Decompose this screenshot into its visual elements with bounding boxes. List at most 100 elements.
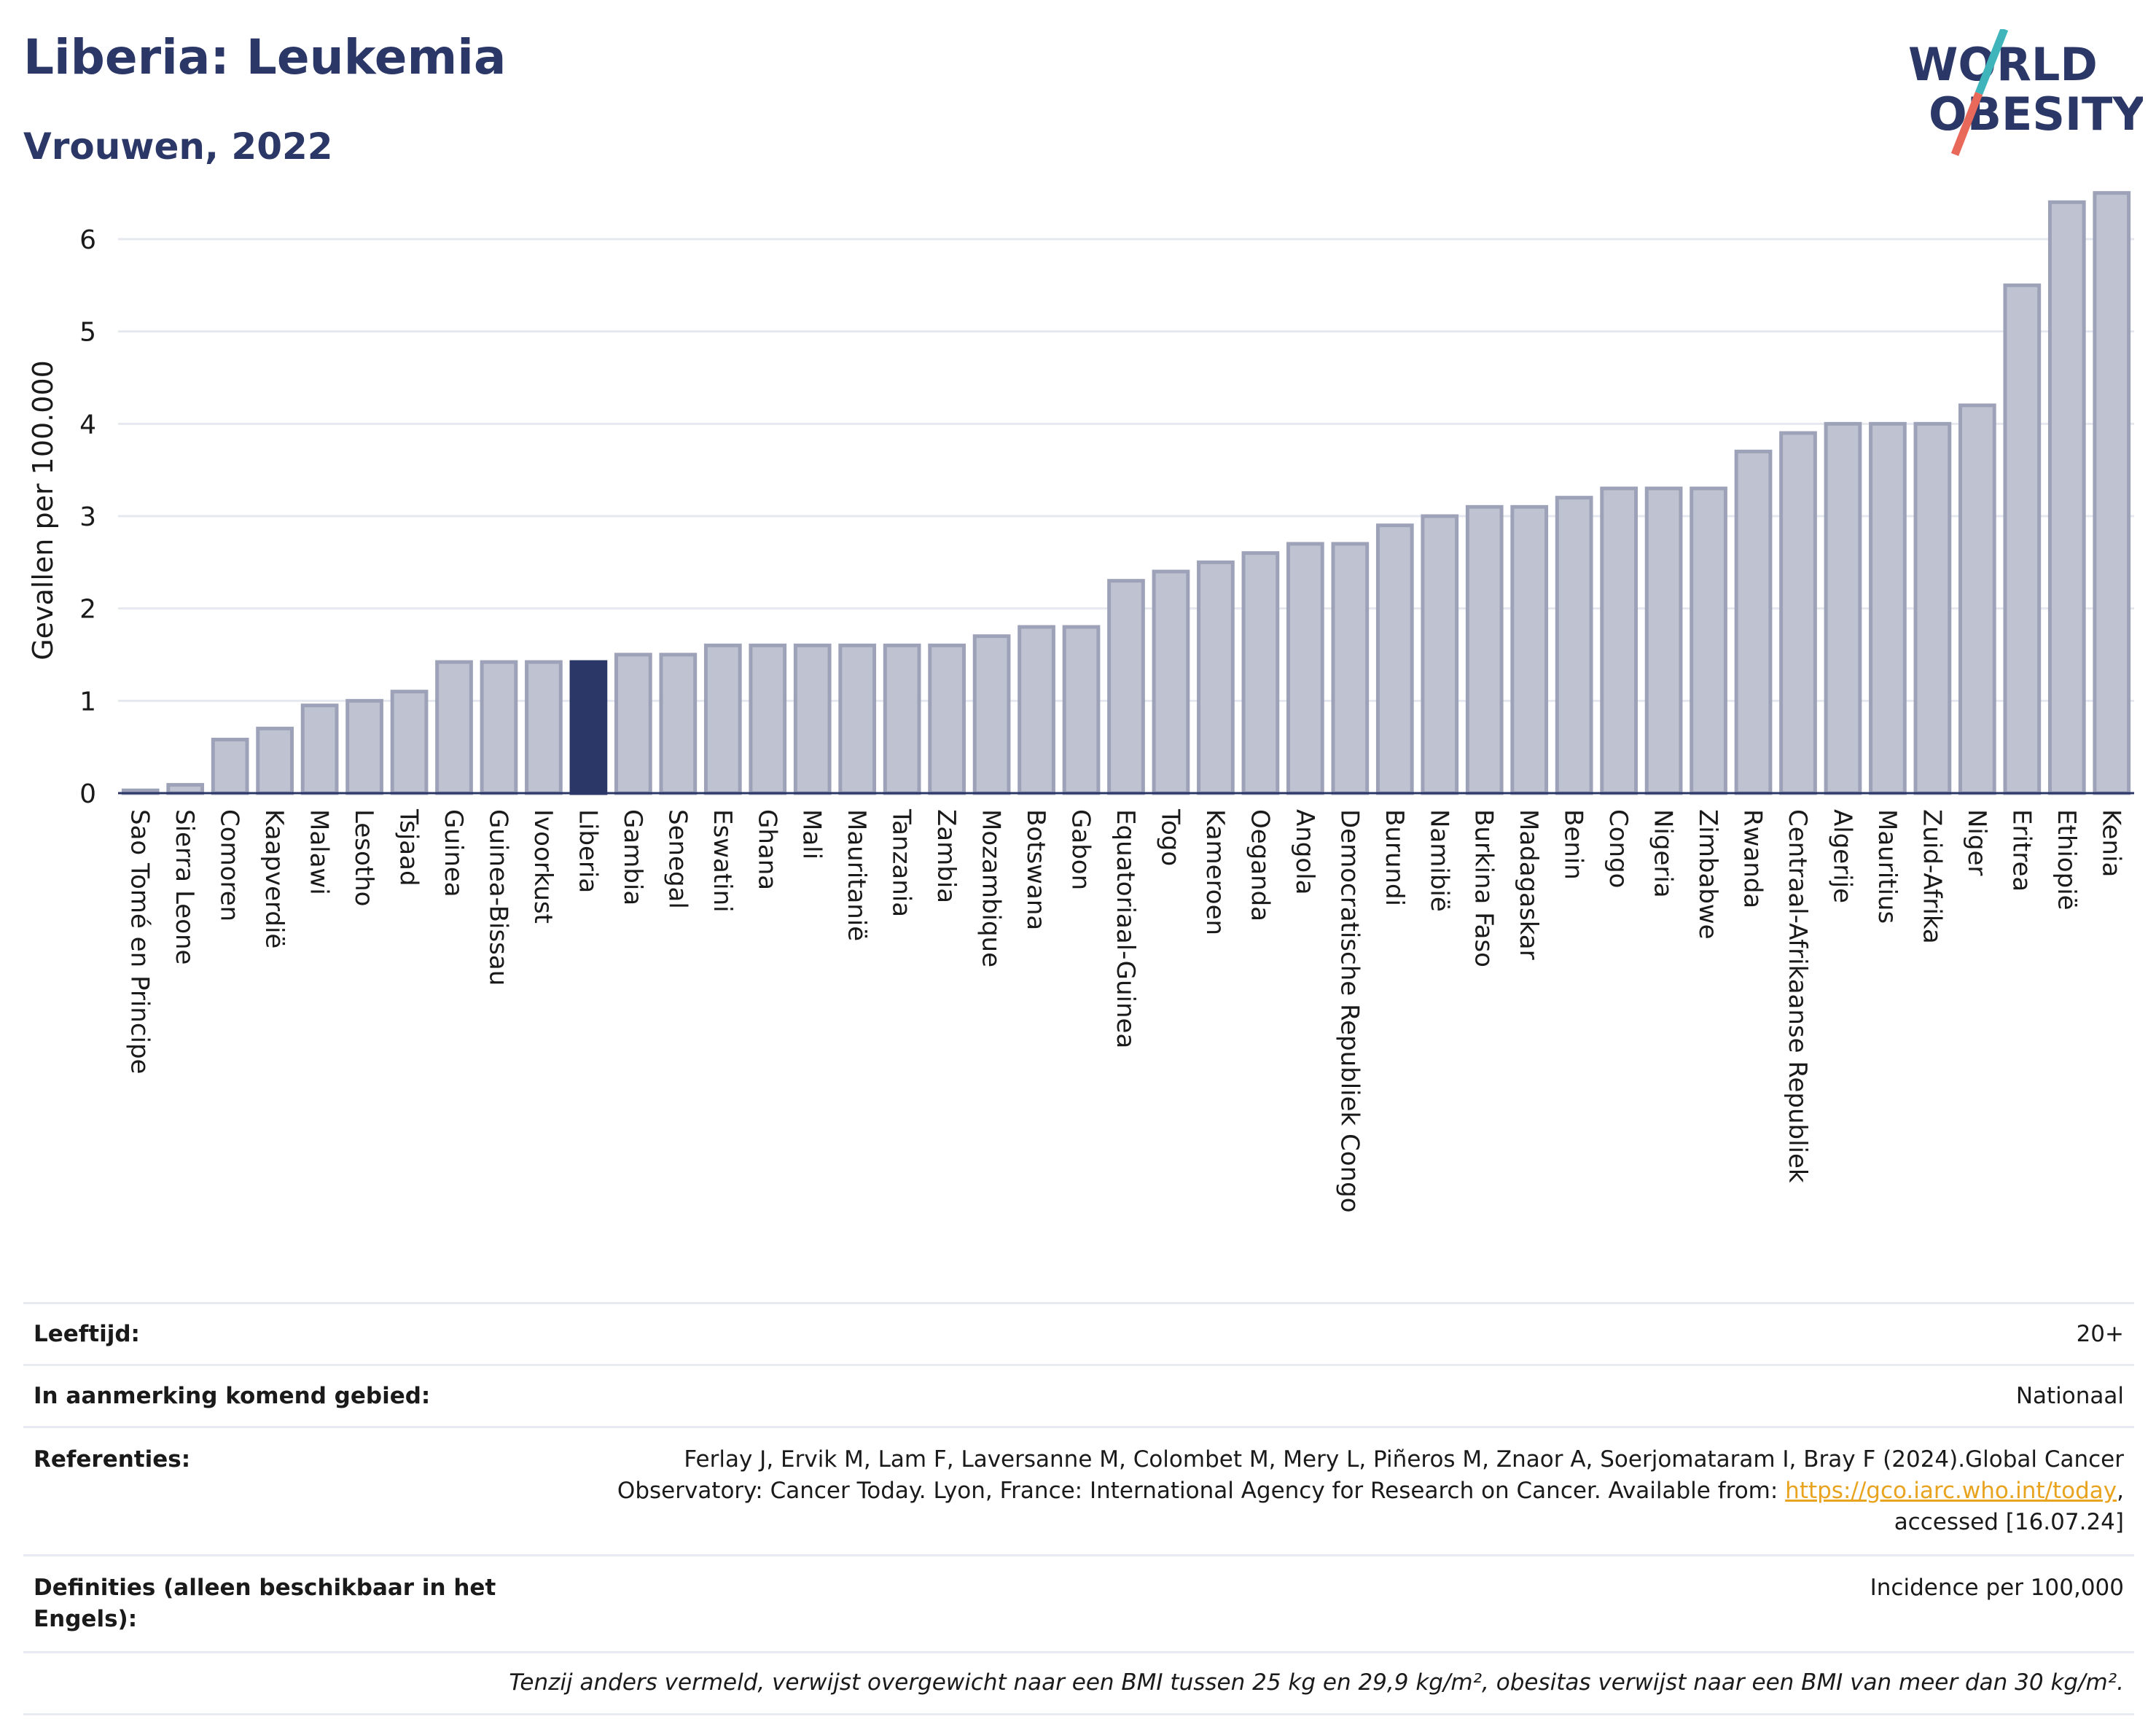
bars xyxy=(121,191,2131,795)
x-tick-label: Lesotho xyxy=(349,809,378,906)
bar-zimbabwe xyxy=(1690,486,1727,795)
chart-title: Liberia: Leukemia xyxy=(23,29,507,85)
bar-togo xyxy=(1152,569,1190,795)
bar-tanzania xyxy=(883,643,921,795)
reference-link[interactable]: https://gco.iarc.who.int/today xyxy=(1785,1478,2117,1504)
x-tick-label: Gambia xyxy=(618,809,647,905)
bar-rwanda xyxy=(1734,449,1773,795)
meta-row-references: Referenties: Ferlay J, Ervik M, Lam F, L… xyxy=(23,1426,2134,1554)
x-tick-label: Sao Tomé en Principe xyxy=(125,809,155,1074)
definitions-label: Definities (alleen beschikbaar in het En… xyxy=(34,1575,496,1632)
x-tick-label: Comoren xyxy=(215,809,244,921)
y-tick-label: 6 xyxy=(79,225,96,255)
bar-zuid-afrika xyxy=(1913,421,1952,795)
meta-row-definitions: Definities (alleen beschikbaar in het En… xyxy=(23,1554,2134,1651)
bar-senegal xyxy=(659,652,698,795)
bar-ethiopi- xyxy=(2047,200,2086,795)
x-tick-label: Ivoorkust xyxy=(528,809,558,924)
x-tick-label: Mauritanië xyxy=(842,809,871,941)
x-tick-label: Zimbabwe xyxy=(1693,809,1722,940)
bar-ivoorkust xyxy=(525,660,563,795)
bar-mali xyxy=(793,643,832,795)
x-tick-label: Tanzania xyxy=(887,808,916,917)
x-tick-label: Guinea-Bissau xyxy=(483,809,512,986)
bar-ghana xyxy=(749,643,787,795)
bar-zambia xyxy=(928,643,966,795)
references-value: Ferlay J, Ervik M, Lam F, Laversanne M, … xyxy=(617,1446,2124,1535)
x-tick-label: Democratische Republiek Congo xyxy=(1335,809,1364,1213)
bar-oeganda xyxy=(1241,551,1280,795)
x-tick-label: Senegal xyxy=(663,809,692,909)
x-axis-labels: Sao Tomé en Principe Sierra Leone Comoren K… xyxy=(125,808,2126,1213)
bar-centraal-afrikaanse-republiek xyxy=(1779,431,1817,795)
y-tick-label: 1 xyxy=(79,687,96,717)
bar-mauritius xyxy=(1869,421,1907,795)
bar-eswatini xyxy=(703,643,742,795)
x-tick-label: Madagaskar xyxy=(1514,809,1543,960)
metadata-table: Leeftijd: 20+ In aanmerking komend gebie… xyxy=(23,1302,2134,1715)
bar-congo xyxy=(1600,486,1638,795)
x-tick-label: Kenia xyxy=(2096,809,2125,877)
x-tick-label: Namibië xyxy=(1424,809,1453,912)
bar-algerije xyxy=(1824,421,1862,795)
y-axis-ticks: 0 1 2 3 4 5 6 xyxy=(79,225,96,809)
logo-slash-red xyxy=(1950,91,1983,157)
meta-row-area: In aanmerking komend gebied: Nationaal xyxy=(23,1364,2134,1426)
bar-namibi- xyxy=(1421,514,1459,795)
bar-gambia xyxy=(614,652,652,795)
bar-democratische-republiek-congo xyxy=(1331,542,1370,795)
x-tick-label: Kaapverdië xyxy=(259,809,289,948)
age-label: Leeftijd: xyxy=(34,1321,140,1347)
x-tick-label: Centraal-Afrikaanse Republiek xyxy=(1783,809,1812,1183)
x-tick-label: Liberia xyxy=(573,809,602,893)
age-value: 20+ xyxy=(2076,1321,2124,1347)
bar-nigeria xyxy=(1644,486,1683,795)
x-tick-label: Malawi xyxy=(305,809,334,895)
bar-burkina-faso xyxy=(1465,504,1504,795)
world-obesity-logo: WORLD OBESITY xyxy=(1908,29,2143,157)
bar-kaapverdi- xyxy=(256,726,294,795)
bar-niger xyxy=(1958,403,1996,795)
x-tick-label: Eswatini xyxy=(708,809,737,913)
x-tick-label: Rwanda xyxy=(1738,809,1768,908)
x-tick-label: Zuid-Afrika xyxy=(1917,809,1946,944)
x-tick-label: Burkina Faso xyxy=(1469,809,1499,967)
x-tick-label: Togo xyxy=(1155,808,1184,866)
area-label: In aanmerking komend gebied: xyxy=(34,1383,431,1409)
area-value: Nationaal xyxy=(2015,1383,2124,1409)
x-tick-label: Mozambique xyxy=(977,809,1006,967)
x-tick-label: Ghana xyxy=(752,809,781,890)
x-tick-label: Congo xyxy=(1604,809,1633,888)
bar-liberia xyxy=(569,660,608,795)
references-label: Referenties: xyxy=(34,1446,191,1473)
bar-guinea xyxy=(435,660,473,795)
bar-botswana xyxy=(1018,625,1055,795)
x-tick-label: Guinea xyxy=(439,809,468,897)
x-tick-label: Mali xyxy=(797,809,827,859)
bar-malawi xyxy=(300,703,339,795)
bar-tsjaad xyxy=(390,690,429,795)
bar-guinea-bissau xyxy=(480,660,518,795)
x-tick-label: Zambia xyxy=(931,809,961,903)
x-tick-label: Ethiopië xyxy=(2052,809,2081,911)
x-tick-label: Equatoriaal-Guinea xyxy=(1111,809,1140,1048)
bar-kenia xyxy=(2093,191,2131,795)
x-tick-label: Gabon xyxy=(1066,809,1095,890)
bar-mozambique xyxy=(972,634,1011,795)
bar-gabon xyxy=(1062,625,1101,795)
x-tick-label: Eritrea xyxy=(2007,809,2036,892)
x-tick-label: Angola xyxy=(1290,809,1319,894)
chart-subtitle: Vrouwen, 2022 xyxy=(23,125,333,168)
bar-benin xyxy=(1555,496,1593,795)
footnote: Tenzij anders vermeld, verwijst overgewi… xyxy=(509,1669,2124,1696)
x-tick-label: Algerije xyxy=(1827,809,1856,903)
y-tick-label: 3 xyxy=(79,502,96,532)
definitions-value: Incidence per 100,000 xyxy=(1870,1575,2124,1601)
x-tick-label: Niger xyxy=(1962,809,1991,876)
y-tick-label: 5 xyxy=(79,318,96,348)
y-tick-label: 2 xyxy=(79,595,96,625)
bar-equatoriaal-guinea xyxy=(1107,579,1145,795)
x-tick-label: Benin xyxy=(1559,809,1588,880)
bar-angola xyxy=(1286,542,1324,795)
bar-kameroen xyxy=(1197,560,1235,795)
